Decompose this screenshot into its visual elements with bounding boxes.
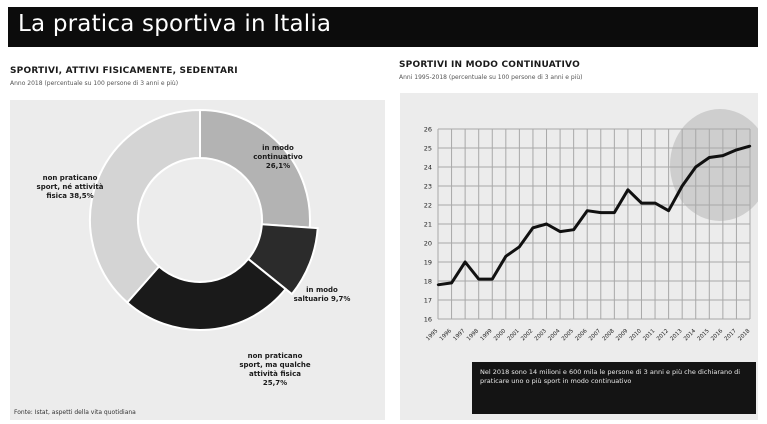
- data-point: [558, 230, 562, 233]
- x-tick-label: 2015: [697, 328, 711, 342]
- y-tick-label: 21: [424, 221, 432, 229]
- left-chart-subtitle: Anno 2018 (percentuale su 100 persone di…: [10, 80, 179, 87]
- data-point: [518, 245, 521, 248]
- x-tick-label: 1996: [439, 328, 453, 342]
- x-tick-label: 2006: [574, 328, 588, 342]
- data-point: [748, 144, 752, 148]
- right-chart-title: SPORTIVI IN MODO CONTINUATIVO: [399, 60, 580, 70]
- data-point: [694, 165, 697, 169]
- data-point: [463, 260, 467, 264]
- left-footnote: Fonte: Istat, aspetti della vita quotidi…: [14, 409, 136, 416]
- data-point: [531, 226, 535, 229]
- note-text: Nel 2018 sono 14 milioni e 600 mila le p…: [480, 368, 741, 385]
- data-point: [640, 201, 643, 205]
- y-tick-label: 24: [424, 164, 432, 172]
- x-tick-label: 1997: [452, 328, 466, 342]
- donut-slice-saltuario: [246, 223, 319, 296]
- donut-slice-continuativo: [199, 108, 311, 229]
- donut-chart: in modo continuativo 26,1% in modo saltuario…: [37, 108, 351, 387]
- data-point: [572, 228, 575, 231]
- x-tick-label: 2013: [669, 328, 683, 342]
- data-point: [721, 154, 725, 157]
- y-tick-label: 20: [424, 240, 432, 248]
- title-banner: La pratica sportiva in Italia: [8, 7, 758, 47]
- x-tick-label: 2003: [534, 328, 548, 342]
- y-tick-label: 22: [424, 202, 432, 210]
- x-tick-label: 2014: [683, 328, 697, 342]
- data-point: [477, 277, 480, 281]
- y-tick-label: 19: [424, 259, 432, 267]
- data-point: [626, 188, 630, 191]
- data-point: [545, 222, 548, 226]
- y-tick-label: 23: [424, 183, 432, 191]
- data-point: [450, 281, 453, 285]
- data-point: [491, 277, 494, 281]
- data-point: [667, 209, 670, 212]
- x-tick-label: 2012: [656, 328, 670, 342]
- y-tick-label: 17: [424, 297, 432, 305]
- x-tick-label: 2010: [629, 328, 643, 342]
- x-tick-label: 2000: [493, 328, 507, 342]
- donut-slice-attivi: [125, 257, 288, 331]
- x-tick-label: 1995: [425, 328, 439, 342]
- donut-panel: in modo continuativo 26,1% in modo saltuario…: [10, 100, 385, 420]
- x-tick-label: 2017: [724, 328, 738, 342]
- y-tick-label: 18: [424, 278, 432, 286]
- note-box: Nel 2018 sono 14 milioni e 600 mila le p…: [472, 362, 756, 414]
- data-point: [613, 211, 616, 214]
- label-continuativo: in modo continuativo 26,1%: [253, 144, 303, 170]
- data-point: [680, 184, 684, 188]
- data-point: [599, 211, 602, 214]
- x-tick-label: 2005: [561, 328, 575, 342]
- x-tick-label: 2018: [737, 328, 751, 342]
- x-tick-label: 2009: [615, 328, 629, 342]
- data-point: [735, 148, 738, 152]
- x-tick-label: 1998: [466, 328, 480, 342]
- data-point: [586, 209, 589, 212]
- highlight-circle: [670, 109, 767, 221]
- left-chart-title: SPORTIVI, ATTIVI FISICAMENTE, SEDENTARI: [10, 66, 238, 76]
- data-point: [653, 201, 657, 205]
- series-line: [437, 144, 751, 287]
- x-tick-label: 2001: [507, 328, 521, 342]
- label-attivi: non praticano sport, ma qualche attività f…: [239, 352, 311, 387]
- donut-slice-sedentari: [89, 108, 201, 304]
- x-tick-label: 2007: [588, 328, 602, 342]
- data-point: [708, 156, 711, 159]
- y-tick-label: 25: [424, 145, 432, 153]
- data-point: [504, 255, 508, 258]
- x-tick-label: 2004: [547, 328, 561, 342]
- data-point: [436, 283, 440, 286]
- right-chart-subtitle: Anni 1995-2018 (percentuale su 100 perso…: [399, 74, 583, 81]
- label-sedentari: non praticano sport, né attività fisica 38…: [37, 174, 104, 200]
- x-tick-label: 1999: [480, 328, 494, 342]
- line-chart: 16 17 18 19 20 21 22 23 24 25 26 1995 1996 1997 1998 19…: [424, 109, 767, 342]
- x-tick-label: 2008: [602, 328, 616, 342]
- label-saltuario: in modo saltuario 9,7%: [294, 286, 351, 303]
- y-tick-label: 16: [424, 316, 432, 324]
- x-tick-label: 2016: [710, 328, 724, 342]
- x-tick-label: 2002: [520, 328, 534, 342]
- y-tick-label: 26: [424, 126, 432, 134]
- x-tick-label: 2011: [642, 328, 656, 342]
- page-title: La pratica sportiva in Italia: [18, 11, 332, 37]
